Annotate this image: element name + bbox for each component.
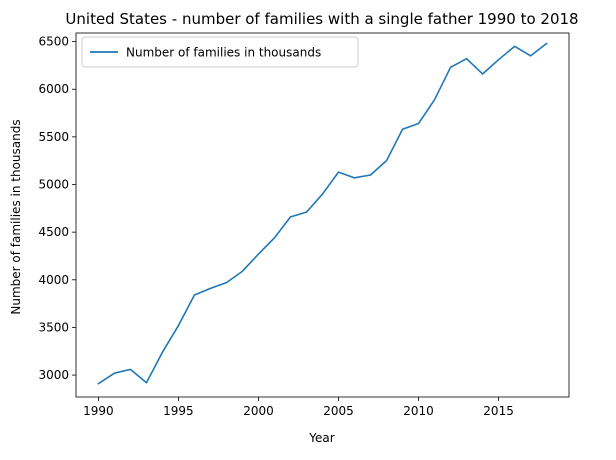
legend-box <box>81 36 359 68</box>
x-axis-label: Year <box>308 431 334 445</box>
series-lines <box>97 42 548 385</box>
x-tick-label: 2010 <box>403 404 434 418</box>
plot-frame <box>75 32 570 398</box>
legend: Number of families in thousands <box>81 36 359 68</box>
x-tick-label: 2000 <box>243 404 274 418</box>
plot-area <box>75 32 570 398</box>
y-tick-label: 5000 <box>38 178 69 192</box>
x-tick-label: 2005 <box>323 404 354 418</box>
y-axis-label: Number of families in thousands <box>9 119 23 314</box>
y-tick-label: 6500 <box>38 35 69 49</box>
x-tick-label: 1995 <box>163 404 194 418</box>
y-tick-label: 3000 <box>38 368 69 382</box>
y-tick-label: 6000 <box>38 82 69 96</box>
x-axis-ticks: 1990 1995 2000 2005 2010 2015 <box>83 397 514 418</box>
y-axis-ticks: 3000 3500 4000 4500 5000 5500 6000 6500 <box>38 35 76 382</box>
legend-label: Number of families in thousands <box>126 46 321 60</box>
series-line <box>97 42 548 385</box>
y-tick-label: 4000 <box>38 273 69 287</box>
x-tick-label: 1990 <box>83 404 114 418</box>
x-tick-label: 2015 <box>483 404 514 418</box>
y-tick-label: 4500 <box>38 225 69 239</box>
y-tick-label: 5500 <box>38 130 69 144</box>
y-tick-label: 3500 <box>38 320 69 334</box>
chart-title: United States - number of families with … <box>65 10 578 28</box>
